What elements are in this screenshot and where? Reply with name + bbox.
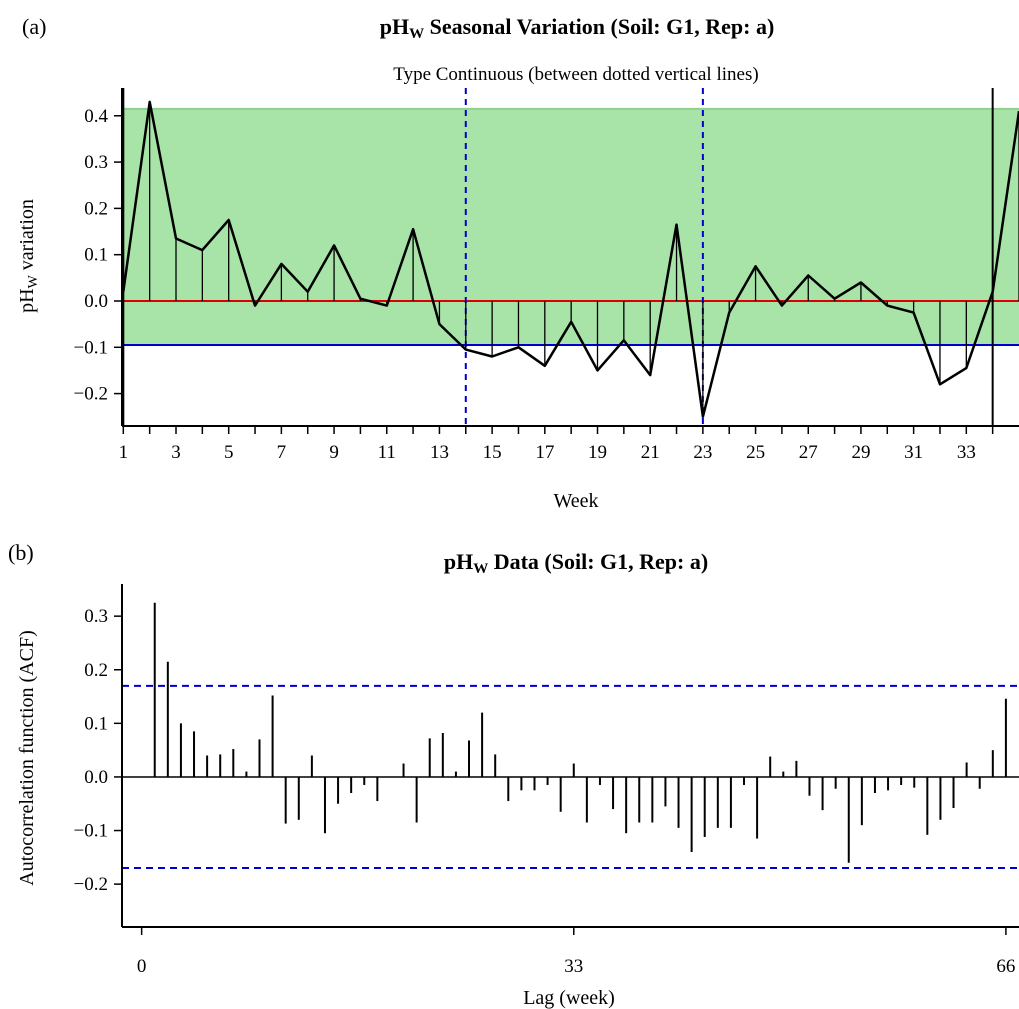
x-tick-label: 3 [171, 442, 181, 463]
x-tick-label: 66 [996, 956, 1015, 977]
x-tick-label: 31 [904, 442, 923, 463]
x-tick-label: 33 [564, 956, 583, 977]
x-tick-label: 33 [957, 442, 976, 463]
panel-a-title-rest: Seasonal Variation (Soil: G1, Rep: a) [424, 14, 774, 39]
y-tick-label: 0.1 [84, 245, 108, 266]
x-tick-label: 29 [851, 442, 870, 463]
panel-b-title-prefix: pH [444, 549, 473, 574]
y-tick-label: 0.0 [84, 291, 108, 312]
band-area [122, 108, 1019, 345]
x-tick-label: 0 [137, 956, 147, 977]
panel-a-title-prefix: pH [380, 14, 409, 39]
x-tick-label: 21 [641, 442, 660, 463]
x-tick-label: 19 [588, 442, 607, 463]
panel-b-title-rest: Data (Soil: G1, Rep: a) [488, 549, 708, 574]
x-tick-label: 7 [277, 442, 287, 463]
panel-a-subtitle: Type Continuous (between dotted vertical… [393, 64, 758, 85]
y-tick-label: 0.2 [84, 660, 108, 681]
panel-a-ylabel-sub: W [26, 274, 41, 288]
y-tick-label: 0.4 [84, 106, 108, 127]
x-tick-label: 23 [693, 442, 712, 463]
panel-b-label: (b) [8, 540, 34, 565]
x-tick-label: 11 [378, 442, 396, 463]
panel-b-title: pHW Data (Soil: G1, Rep: a) [444, 549, 708, 577]
series-line [122, 100, 1019, 418]
y-tick-label: 0.1 [84, 713, 108, 734]
y-tick-label: 0.3 [84, 152, 108, 173]
panel-a-ylabel: pHW variation [16, 199, 41, 313]
x-tick-label: 25 [746, 442, 765, 463]
panel-a-plot: −0.2−0.10.00.10.20.30.41 3 5 7 9 11 13 15 17 19 21… [74, 88, 1019, 463]
y-tick-label: 0.2 [84, 198, 108, 219]
panel-a-title: pHW Seasonal Variation (Soil: G1, Rep: a… [380, 14, 775, 42]
panel-a-xlabel: Week [553, 490, 598, 512]
y-tick-label: −0.2 [74, 874, 108, 895]
y-tick-label: −0.2 [74, 384, 108, 405]
y-tick-label: 0.3 [84, 606, 108, 627]
x-tick-label: 17 [535, 442, 554, 463]
panel-a-ylabel-prefix: pH [16, 288, 38, 312]
panel-a-label: (a) [22, 14, 46, 39]
panel-b-plot: −0.2 −0.1 0.0 0.1 0.2 0.3 0 33 66 [74, 584, 1019, 977]
panel-a-ylabel-rest: variation [16, 199, 38, 275]
x-tick-label: 9 [329, 442, 339, 463]
panel-b-ylabel: Autocorrelation function (ACF) [16, 630, 38, 886]
panel-b-title-sub: W [473, 561, 488, 577]
x-tick-label: 13 [430, 442, 449, 463]
panel-a-title-sub: W [409, 26, 424, 42]
x-tick-label: 15 [483, 442, 502, 463]
x-tick-label: 27 [799, 442, 818, 463]
panel-b-xlabel: Lag (week) [523, 987, 615, 1009]
x-tick-label: 5 [224, 442, 234, 463]
y-tick-label: −0.1 [74, 821, 108, 842]
x-tick-label: 1 [119, 442, 129, 463]
y-tick-label: 0.0 [84, 767, 108, 788]
y-tick-label: −0.1 [74, 337, 108, 358]
